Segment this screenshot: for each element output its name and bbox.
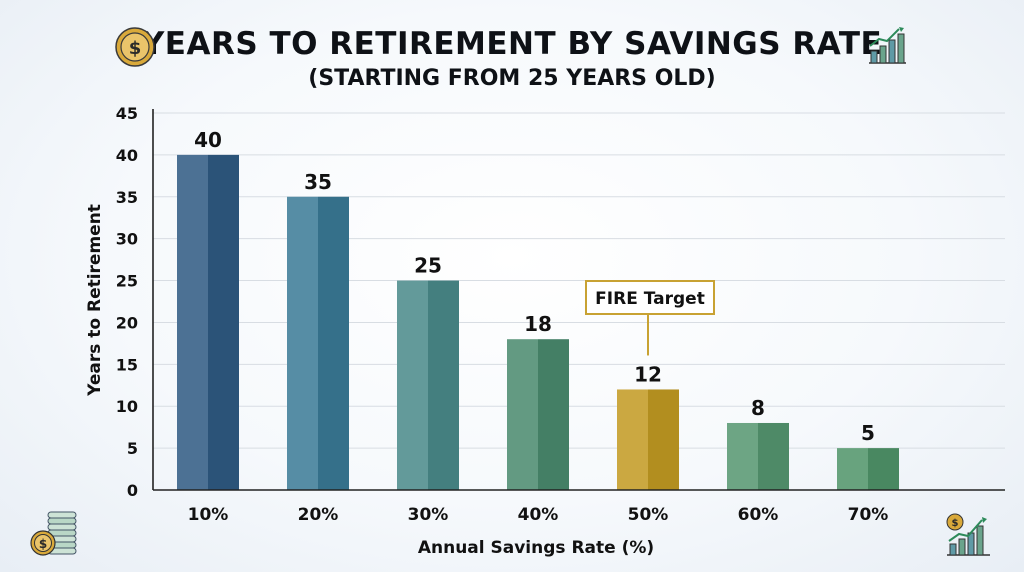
grid-layer (153, 112, 1005, 449)
x-axis-label: Annual Savings Rate (%) (418, 538, 654, 558)
x-tick-label: 20% (298, 505, 339, 525)
svg-text:$: $ (39, 537, 47, 551)
bar-right-face (428, 280, 459, 490)
bar-left-face (727, 422, 758, 490)
x-tick-label: 60% (738, 505, 779, 525)
bar-value-label: 40 (194, 128, 222, 152)
bar (397, 280, 459, 490)
bars-layer (177, 154, 899, 490)
bar-value-label: 25 (414, 254, 442, 278)
labels-layer: 0 5 10 15 20 25 30 35 40 45 40 10% 35 20% 25 30% 18 40% 12… (116, 104, 889, 525)
y-tick-label: 45 (116, 104, 138, 123)
bar (507, 339, 569, 490)
y-tick-label: 0 (127, 481, 138, 500)
bar (837, 448, 899, 490)
bar-left-face (617, 389, 648, 490)
x-tick-label: 70% (848, 505, 889, 525)
y-axis-label: Years to Retirement (85, 204, 105, 397)
y-tick-label: 10 (116, 397, 138, 416)
y-tick-label: 15 (116, 355, 138, 374)
bar (617, 389, 679, 490)
x-tick-label: 50% (628, 505, 669, 525)
bar-value-label: 5 (861, 421, 875, 445)
annotation-label: FIRE Target (595, 289, 705, 309)
bar-right-face (538, 339, 569, 490)
dollar-growth-chart-icon: $ (946, 513, 990, 556)
growth-chart-icon (869, 27, 906, 64)
bar (727, 422, 789, 490)
x-tick-label: 10% (188, 505, 229, 525)
y-tick-label: 25 (116, 272, 138, 291)
svg-text:$: $ (952, 518, 959, 529)
y-tick-label: 35 (116, 188, 138, 207)
axis-layer (152, 109, 1005, 491)
bar-right-face (318, 196, 349, 490)
y-tick-label: 20 (116, 313, 138, 332)
bar-value-label: 18 (524, 312, 552, 336)
bar-value-label: 12 (634, 362, 662, 386)
bar-right-face (208, 154, 239, 490)
x-tick-label: 40% (518, 505, 559, 525)
bar-right-face (868, 448, 899, 490)
annotation-layer: FIRE Target (585, 280, 715, 356)
annotation-box (585, 280, 715, 315)
bar (177, 154, 239, 490)
bar-value-label: 35 (304, 170, 332, 194)
bar-right-face (758, 422, 789, 490)
bar-left-face (397, 280, 428, 490)
bar-value-label: 8 (751, 396, 765, 420)
bar-left-face (507, 339, 538, 490)
bar-left-face (837, 448, 868, 490)
bar-left-face (177, 154, 208, 490)
bar-left-face (287, 196, 318, 490)
coin-stack-icon: $ (30, 511, 77, 556)
x-tick-label: 30% (408, 505, 449, 525)
chart-subtitle: (STARTING FROM 25 YEARS OLD) (308, 66, 716, 91)
y-tick-label: 40 (116, 146, 138, 165)
y-tick-label: 30 (116, 230, 138, 249)
bar-right-face (648, 389, 679, 490)
y-tick-label: 5 (127, 439, 138, 458)
bar (287, 196, 349, 490)
chart-title: YEARS TO RETIREMENT BY SAVINGS RATE (141, 26, 883, 62)
dollar-coin-icon: $ (115, 27, 155, 67)
svg-text:$: $ (129, 38, 142, 59)
